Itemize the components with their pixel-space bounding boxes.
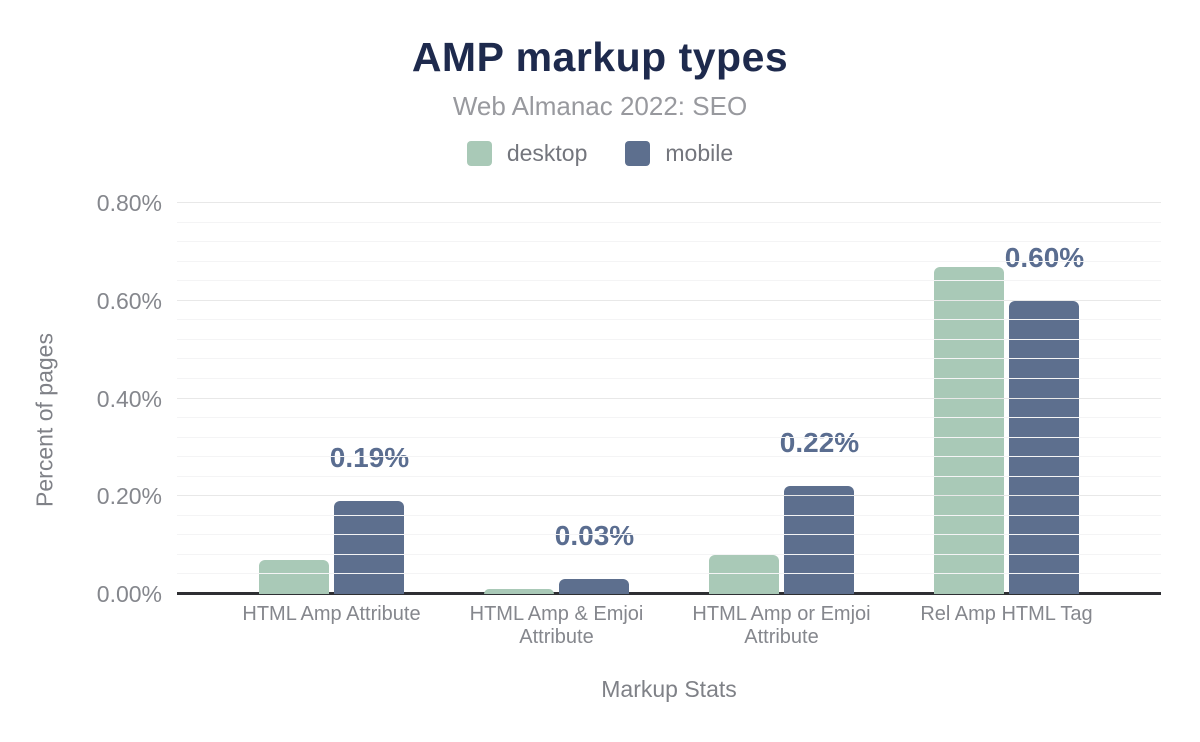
- major-gridline: [177, 202, 1161, 203]
- x-axis-category-label: HTML Amp Attribute: [242, 603, 421, 625]
- desktop-bar: [259, 559, 329, 594]
- mobile-bar: [1009, 300, 1079, 594]
- x-axis-line: [177, 592, 1161, 595]
- bar-group: 0.60% Rel Amp HTML Tag: [894, 203, 1119, 625]
- minor-gridline: [177, 260, 1161, 262]
- minor-gridline: [177, 280, 1161, 282]
- data-label: 0.03%: [554, 520, 635, 552]
- y-axis-tick-label: 0.60%: [96, 287, 162, 314]
- bar-groups: 0.19% HTML Amp Attribute 0.03% HTML Amp & E…: [177, 203, 1161, 648]
- minor-gridline: [177, 436, 1161, 438]
- minor-gridline: [177, 456, 1161, 458]
- y-axis-tick-label: 0.40%: [96, 385, 162, 412]
- x-axis-title: Markup Stats: [601, 676, 737, 702]
- data-label: 0.19%: [329, 442, 410, 474]
- major-gridline: [177, 397, 1161, 399]
- y-axis-title: Percent of pages: [31, 333, 58, 507]
- plot-area: 0.19% HTML Amp Attribute 0.03% HTML Amp & E…: [97, 190, 1161, 648]
- y-axis-tick-label: 0.80%: [96, 190, 162, 216]
- y-axis-tick-label: 0.00%: [96, 581, 162, 607]
- major-gridline: [177, 299, 1161, 301]
- bar-group: 0.03% HTML Amp & Emjoi Attribute: [444, 203, 669, 648]
- x-axis-category-label: HTML Amp & Emjoi Attribute: [469, 603, 644, 648]
- y-axis-tick-label: 0.20%: [96, 483, 162, 510]
- major-gridline: [177, 495, 1161, 497]
- minor-gridline: [177, 358, 1161, 360]
- legend-swatch-mobile-icon: [625, 141, 651, 166]
- legend-label: mobile: [665, 140, 734, 166]
- minor-gridline: [177, 475, 1161, 477]
- mobile-bar: [784, 486, 854, 594]
- legend: desktop mobile: [0, 140, 1200, 167]
- legend-item-desktop: desktop: [466, 140, 588, 167]
- x-axis-category-label: Rel Amp HTML Tag: [920, 603, 1093, 625]
- mobile-bar: [334, 501, 404, 594]
- mobile-bar: [559, 579, 629, 594]
- bar-group: 0.19% HTML Amp Attribute: [219, 203, 444, 625]
- minor-gridline: [177, 573, 1161, 575]
- minor-gridline: [177, 514, 1161, 516]
- desktop-bar: [709, 554, 779, 594]
- minor-gridline: [177, 338, 1161, 340]
- bar-group: 0.22% HTML Amp or Emjoi Attribute: [669, 203, 894, 648]
- desktop-bar: [934, 266, 1004, 594]
- minor-gridline: [177, 417, 1161, 419]
- minor-gridline: [177, 534, 1161, 536]
- minor-gridline: [177, 553, 1161, 555]
- legend-label: desktop: [506, 140, 588, 166]
- chart-subtitle: Web Almanac 2022: SEO: [452, 91, 748, 121]
- chart-title: AMP markup types: [411, 34, 789, 80]
- x-axis-category-label: HTML Amp or Emjoi Attribute: [692, 603, 871, 648]
- legend-swatch-desktop-icon: [466, 141, 492, 166]
- minor-gridline: [177, 221, 1161, 223]
- minor-gridline: [177, 241, 1161, 243]
- data-label: 0.60%: [1004, 241, 1085, 273]
- data-label: 0.22%: [779, 427, 860, 459]
- minor-gridline: [177, 377, 1161, 379]
- minor-gridline: [177, 319, 1161, 321]
- desktop-bar: [484, 589, 554, 594]
- legend-item-mobile: mobile: [625, 140, 733, 167]
